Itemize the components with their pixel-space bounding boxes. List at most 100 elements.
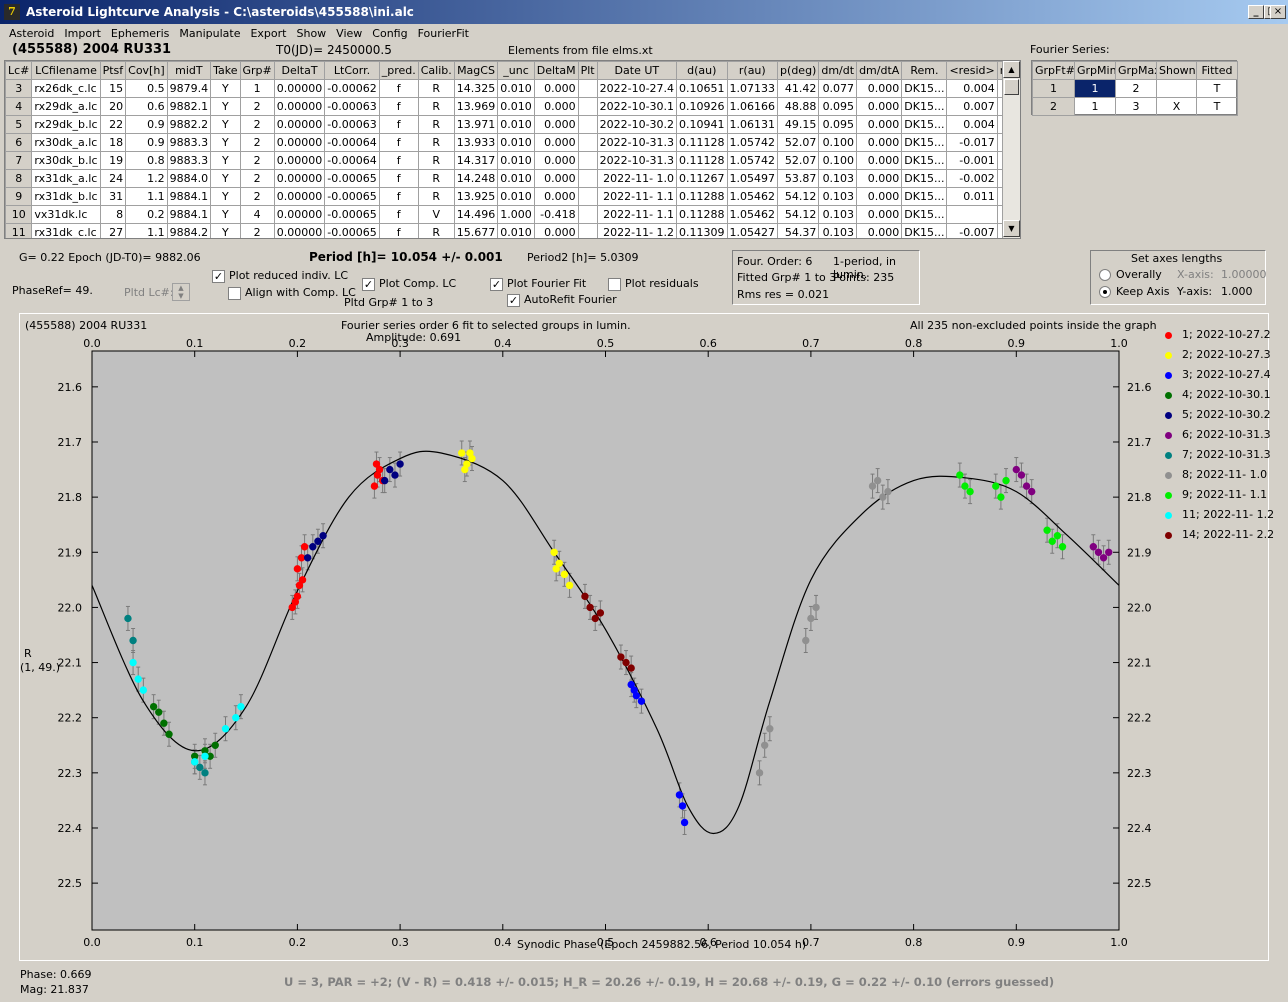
table-cell[interactable]: 2022-11- 1.1 [596, 205, 678, 224]
table-cell[interactable]: rx30dk_b.lc [31, 151, 101, 170]
fourier-cell[interactable]: 2 [1115, 79, 1157, 98]
col-header[interactable]: dm/dtA [856, 61, 903, 80]
table-cell[interactable]: 0.010 [497, 223, 535, 238]
table-cell[interactable]: 1.06131 [726, 115, 779, 134]
table-cell[interactable]: 1.07133 [726, 79, 779, 98]
table-row[interactable]: 9 rx31dk_b.lc 31 1.1 9884.1 Y 2 0.00000 -0.00065… [5, 187, 1020, 206]
table-row[interactable]: 8 rx31dk_a.lc 24 1.2 9884.0 Y 2 0.00000 -0.00065… [5, 169, 1020, 188]
table-cell[interactable]: 0.095 [818, 97, 858, 116]
table-cell[interactable]: 53.87 [777, 169, 820, 188]
col-header[interactable]: Calib. [417, 61, 455, 80]
table-cell[interactable]: 2 [239, 151, 275, 170]
table-cell[interactable]: 0.000 [856, 79, 903, 98]
table-cell[interactable]: 0.000 [856, 97, 903, 116]
table-cell[interactable]: 0.10651 [676, 79, 728, 98]
table-cell[interactable]: 0.9 [125, 115, 168, 134]
table-row[interactable]: 10 vx31dk.lc 8 0.2 9884.1 Y 4 0.00000 -0.00065 f V… [5, 205, 1020, 224]
table-cell[interactable]: 0.00000 [273, 97, 326, 116]
table-cell[interactable]: 13.971 [453, 115, 499, 134]
table-cell[interactable]: 1.05742 [726, 151, 779, 170]
table-cell[interactable]: 2022-10-27.4 [596, 79, 678, 98]
table-cell[interactable]: -0.002 [946, 169, 998, 188]
table-cell[interactable]: DK15... [901, 205, 948, 224]
table-cell[interactable]: 9884.1 [166, 205, 212, 224]
col-header[interactable]: r(au) [726, 61, 779, 80]
table-cell[interactable]: 0.11128 [676, 133, 728, 152]
col-header[interactable]: DeltaM [533, 61, 579, 80]
table-cell[interactable]: R [417, 133, 455, 152]
table-cell[interactable]: 0.103 [818, 169, 858, 188]
table-cell[interactable]: 0.010 [497, 79, 535, 98]
table-cell[interactable]: f [378, 97, 419, 116]
table-cell[interactable]: 0.00000 [273, 133, 326, 152]
table-cell[interactable]: 1.000 [497, 205, 535, 224]
table-cell[interactable]: 2022-11- 1.1 [596, 187, 678, 206]
table-cell[interactable]: 18 [99, 133, 127, 152]
align-comp-checkbox[interactable]: Align with Comp. LC [228, 286, 356, 300]
table-cell[interactable]: 9884.2 [166, 223, 212, 238]
table-cell[interactable]: f [378, 187, 419, 206]
table-cell[interactable]: Y [210, 187, 241, 206]
table-cell[interactable]: 9882.2 [166, 115, 212, 134]
x-axis-value[interactable]: 1.00000 [1221, 268, 1267, 281]
table-cell[interactable]: 0.103 [818, 205, 858, 224]
table-cell[interactable]: DK15... [901, 133, 948, 152]
table-cell[interactable]: f [378, 133, 419, 152]
table-cell[interactable]: 0.000 [856, 133, 903, 152]
table-cell[interactable]: rx31dk_c.lc [31, 223, 101, 238]
table-row[interactable]: 6 rx30dk_a.lc 18 0.9 9883.3 Y 2 0.00000 -0.00064… [5, 133, 1020, 152]
table-cell[interactable]: 9879.4 [166, 79, 212, 98]
table-cell[interactable]: 2022-10-31.3 [596, 151, 678, 170]
table-cell[interactable]: -0.00065 [324, 223, 380, 238]
table-cell[interactable]: rx26dk_c.lc [31, 79, 101, 98]
table-cell[interactable]: 0.000 [533, 79, 579, 98]
col-header[interactable]: Cov[h] [125, 61, 168, 80]
table-cell[interactable]: 2 [239, 133, 275, 152]
table-cell[interactable]: 1.05462 [726, 205, 779, 224]
col-header[interactable]: _unc [497, 61, 535, 80]
table-cell[interactable]: DK15... [901, 187, 948, 206]
table-cell[interactable]: 9 [5, 187, 33, 206]
table-cell[interactable]: 0.010 [497, 169, 535, 188]
table-cell[interactable]: 0.11128 [676, 151, 728, 170]
table-cell[interactable]: 2022-11- 1.0 [596, 169, 678, 188]
table-cell[interactable]: 2 [239, 187, 275, 206]
table-cell[interactable] [577, 187, 598, 206]
close-button[interactable]: × [1270, 5, 1286, 19]
table-row[interactable]: 4 rx29dk_a.lc 20 0.6 9882.1 Y 2 0.00000 -0.00063… [5, 97, 1020, 116]
table-cell[interactable]: 14.317 [453, 151, 499, 170]
table-cell[interactable]: 9884.1 [166, 187, 212, 206]
table-cell[interactable]: 2 [239, 223, 275, 238]
menu-import[interactable]: Import [64, 26, 101, 40]
table-row[interactable]: 7 rx30dk_b.lc 19 0.8 9883.3 Y 2 0.00000 -0.00064… [5, 151, 1020, 170]
table-cell[interactable]: 0.00000 [273, 151, 326, 170]
table-cell[interactable]: 0.9 [125, 133, 168, 152]
table-cell[interactable]: 0.007 [946, 97, 998, 116]
table-cell[interactable]: rx31dk_a.lc [31, 169, 101, 188]
col-header[interactable]: Take [210, 61, 241, 80]
table-cell[interactable]: Y [210, 151, 241, 170]
radio-on-icon[interactable] [1099, 286, 1111, 298]
table-cell[interactable]: rx29dk_a.lc [31, 97, 101, 116]
fourier-row[interactable]: 2 1 3 X T [1032, 97, 1238, 116]
col-header[interactable]: dm/dt [818, 61, 858, 80]
table-cell[interactable]: f [378, 223, 419, 238]
table-cell[interactable]: 22 [99, 115, 127, 134]
table-cell[interactable] [577, 223, 598, 238]
col-header[interactable]: DeltaT [273, 61, 326, 80]
autorefit-checkbox[interactable]: ✓ AutoRefit Fourier [507, 293, 617, 307]
col-header[interactable]: Date UT [596, 61, 678, 80]
table-cell[interactable]: R [417, 115, 455, 134]
table-cell[interactable]: 0.10941 [676, 115, 728, 134]
table-cell[interactable]: Y [210, 169, 241, 188]
menu-export[interactable]: Export [250, 26, 287, 40]
table-row[interactable]: 3 rx26dk_c.lc 15 0.5 9879.4 Y 1 0.00000 -0.00062… [5, 79, 1020, 98]
fourier-cell[interactable]: 3 [1115, 97, 1157, 116]
table-cell[interactable]: f [378, 79, 419, 98]
table-cell[interactable]: 1.05462 [726, 187, 779, 206]
table-cell[interactable]: 1 [239, 79, 275, 98]
table-cell[interactable]: 14.496 [453, 205, 499, 224]
table-cell[interactable]: R [417, 169, 455, 188]
table-cell[interactable]: 0.077 [818, 79, 858, 98]
y-axis-value[interactable]: 1.000 [1221, 285, 1253, 298]
